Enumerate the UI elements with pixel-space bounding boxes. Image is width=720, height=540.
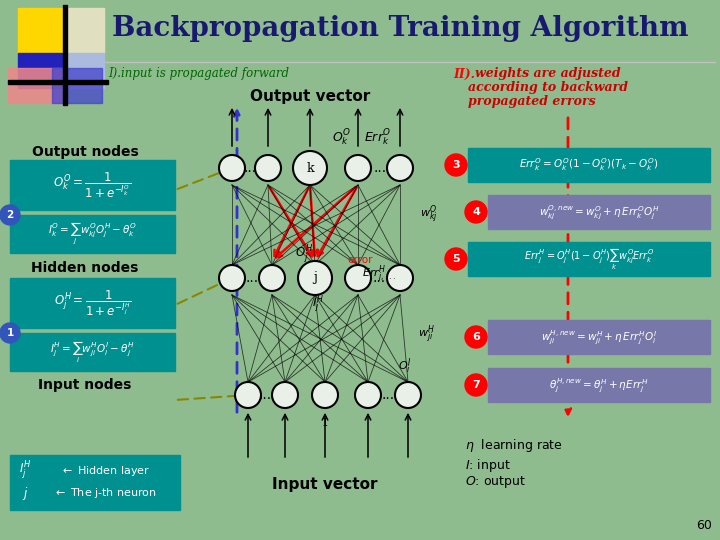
Text: $\leftarrow$ The j-th neuron: $\leftarrow$ The j-th neuron	[53, 486, 157, 500]
Text: $w_{ji}^H$: $w_{ji}^H$	[418, 324, 435, 346]
Text: $I_j^H$: $I_j^H$	[19, 460, 31, 482]
Text: $\leftarrow$ Hidden layer: $\leftarrow$ Hidden layer	[60, 464, 150, 478]
Text: according to backward: according to backward	[468, 82, 628, 94]
Bar	[10, 278, 175, 328]
Text: Hidden nodes: Hidden nodes	[31, 261, 139, 275]
Text: ...: ...	[258, 388, 271, 402]
Text: $O_k^O$: $O_k^O$	[333, 128, 351, 148]
Text: $w_{kj}^O$: $w_{kj}^O$	[420, 204, 438, 226]
Circle shape	[345, 155, 371, 181]
Circle shape	[395, 382, 421, 408]
Bar	[488, 368, 710, 402]
Circle shape	[312, 382, 338, 408]
Circle shape	[0, 323, 20, 343]
Circle shape	[465, 326, 487, 348]
Circle shape	[345, 265, 371, 291]
Circle shape	[219, 155, 245, 181]
Circle shape	[445, 154, 467, 176]
Circle shape	[219, 265, 245, 291]
Circle shape	[255, 155, 281, 181]
Text: $I$: input: $I$: input	[465, 456, 510, 474]
Text: $O$: output: $O$: output	[465, 474, 526, 490]
Text: $w_{kj}^{O,new} = w_{kj}^O + \eta\,Err_k^O O_j^H$: $w_{kj}^{O,new} = w_{kj}^O + \eta\,Err_k…	[539, 203, 660, 221]
Bar	[66, 8, 104, 53]
Circle shape	[235, 382, 261, 408]
Text: propagated errors: propagated errors	[468, 96, 595, 109]
Text: $O_k^O = \dfrac{1}{1+e^{-I_k^O}}$: $O_k^O = \dfrac{1}{1+e^{-I_k^O}}$	[53, 170, 132, 200]
Text: $\eta$  learning rate: $\eta$ learning rate	[465, 436, 563, 454]
Circle shape	[465, 374, 487, 396]
Text: $Err_j^H = O_j^H(1-O_j^H)\sum_k w_{kj}^O Err_k^O$: $Err_j^H = O_j^H(1-O_j^H)\sum_k w_{kj}^O…	[523, 246, 654, 272]
Text: ...: ...	[382, 388, 395, 402]
Bar	[10, 455, 180, 510]
Text: error: error	[347, 255, 373, 265]
Bar	[8, 68, 63, 103]
Text: Input vector: Input vector	[272, 477, 378, 492]
Text: $O_j^H = \dfrac{1}{1+e^{-I_j^H}}$: $O_j^H = \dfrac{1}{1+e^{-I_j^H}}$	[54, 288, 131, 318]
Text: $j$: $j$	[22, 484, 28, 502]
Text: $O_j^H$: $O_j^H$	[295, 244, 313, 266]
Circle shape	[259, 265, 285, 291]
Circle shape	[272, 382, 298, 408]
Bar	[10, 160, 175, 210]
Text: $w_{ji}^{H,new} = w_{ji}^H + \eta\,Err_j^H O_i^I$: $w_{ji}^{H,new} = w_{ji}^H + \eta\,Err_j…	[541, 328, 657, 346]
Text: $\theta_j^{H,new} = \theta_j^H + \eta Err_j^H$: $\theta_j^{H,new} = \theta_j^H + \eta Er…	[549, 376, 649, 394]
Text: 2: 2	[6, 210, 14, 220]
Text: $Err_{j,...}^H$: $Err_{j,...}^H$	[362, 264, 396, 286]
Bar	[63, 5, 67, 105]
Text: Output nodes: Output nodes	[32, 145, 138, 159]
Bar	[488, 320, 710, 354]
Text: $I_j^H$: $I_j^H$	[312, 294, 324, 316]
Circle shape	[298, 261, 332, 295]
Text: II).: II).	[453, 68, 475, 80]
Circle shape	[355, 382, 381, 408]
Circle shape	[387, 155, 413, 181]
Circle shape	[445, 248, 467, 270]
Text: ...: ...	[374, 161, 387, 175]
Circle shape	[293, 151, 327, 185]
Text: 1: 1	[6, 328, 14, 338]
Text: 3: 3	[452, 160, 460, 170]
Circle shape	[0, 205, 20, 225]
Bar	[8, 80, 108, 84]
Text: $I_j^H = \sum_i w_{ji}^H O_i^I - \theta_j^H$: $I_j^H = \sum_i w_{ji}^H O_i^I - \theta_…	[50, 339, 135, 365]
Bar	[10, 333, 175, 371]
Text: $I_k^O = \sum_j w_{kj}^O O_j^H - \theta_k^O$: $I_k^O = \sum_j w_{kj}^O O_j^H - \theta_…	[48, 221, 137, 247]
Text: Input nodes: Input nodes	[38, 378, 132, 392]
Text: 5: 5	[452, 254, 460, 264]
Text: ...: ...	[246, 271, 258, 285]
Bar	[66, 53, 104, 88]
Circle shape	[387, 265, 413, 291]
Bar	[468, 148, 710, 182]
Text: i: i	[323, 415, 328, 429]
Text: I).input is propagated forward: I).input is propagated forward	[108, 68, 289, 80]
Text: weights are adjusted: weights are adjusted	[475, 68, 621, 80]
Text: Backpropagation Training Algorithm: Backpropagation Training Algorithm	[112, 15, 688, 42]
Text: 4: 4	[472, 207, 480, 217]
Bar	[18, 53, 66, 88]
Text: Output vector: Output vector	[250, 89, 370, 104]
Bar	[52, 68, 102, 103]
Bar	[488, 195, 710, 229]
Text: $O_i^I$: $O_i^I$	[398, 357, 412, 376]
Text: ...: ...	[372, 271, 386, 285]
Bar	[10, 215, 175, 253]
Bar	[18, 8, 66, 53]
Text: 6: 6	[472, 332, 480, 342]
Text: k: k	[306, 161, 314, 174]
Text: $Err_k^O$: $Err_k^O$	[364, 128, 392, 148]
Text: ...: ...	[243, 161, 256, 175]
Text: 60: 60	[696, 519, 712, 532]
Text: $Err_k^O = O_k^O(1-O_k^O)(T_k - O_k^O)$: $Err_k^O = O_k^O(1-O_k^O)(T_k - O_k^O)$	[519, 157, 659, 173]
Bar	[468, 242, 710, 276]
Circle shape	[465, 201, 487, 223]
Text: 7: 7	[472, 380, 480, 390]
Text: j: j	[313, 272, 317, 285]
